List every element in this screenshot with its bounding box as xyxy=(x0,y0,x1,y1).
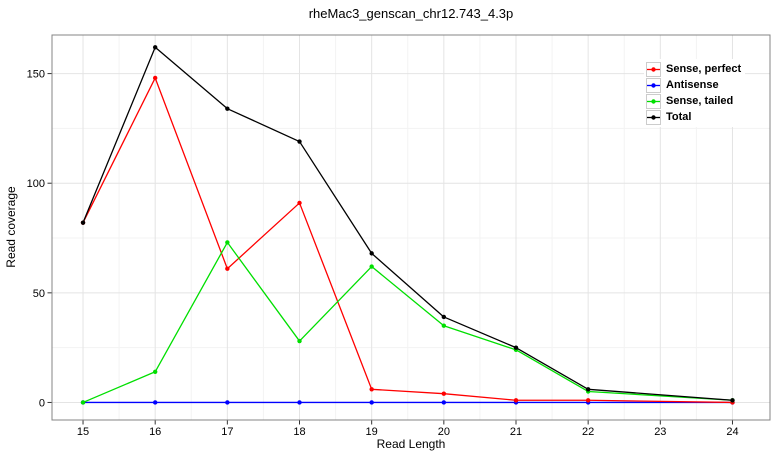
legend-key-swatch xyxy=(646,77,661,93)
x-tick-label: 23 xyxy=(654,426,666,438)
x-tick-label: 18 xyxy=(293,426,305,438)
data-point xyxy=(297,139,302,144)
data-point xyxy=(225,400,230,405)
data-point xyxy=(225,106,230,111)
x-tick-label: 19 xyxy=(366,426,378,438)
legend-label: Sense, perfect xyxy=(666,62,742,75)
data-point xyxy=(441,323,447,328)
data-point xyxy=(297,338,302,344)
legend-label: Antisense xyxy=(666,78,719,91)
data-point xyxy=(585,398,591,403)
legend-item-total: Total xyxy=(646,109,741,125)
chart-title: rheMac3_genscan_chr12.743_4.3p xyxy=(308,6,514,21)
y-tick-label: 50 xyxy=(33,288,45,300)
data-point xyxy=(441,400,447,405)
x-tick-label: 15 xyxy=(77,426,89,438)
legend: Sense, perfect Antisense Sense, tailed Tota… xyxy=(644,59,746,127)
x-tick-label: 17 xyxy=(221,426,233,438)
data-point xyxy=(585,387,591,392)
data-point xyxy=(513,345,519,350)
y-tick-label: 0 xyxy=(39,397,45,409)
y-tick-label: 150 xyxy=(27,69,45,81)
data-point xyxy=(152,75,158,81)
data-point xyxy=(80,400,86,405)
legend-item-sense-tailed: Sense, tailed xyxy=(646,93,741,109)
y-tick-label: 100 xyxy=(27,178,45,190)
legend-key-swatch xyxy=(646,61,661,77)
data-point xyxy=(225,240,230,245)
x-tick-label: 24 xyxy=(726,426,738,438)
data-point xyxy=(369,400,374,405)
x-tick-label: 20 xyxy=(438,426,450,438)
data-point xyxy=(80,220,86,225)
panel-border xyxy=(51,34,771,421)
data-point xyxy=(513,398,519,403)
data-point xyxy=(441,314,447,320)
x-tick-label: 22 xyxy=(582,426,594,438)
data-point xyxy=(152,45,158,50)
legend-item-sense-perfect: Sense, perfect xyxy=(646,61,741,77)
data-point xyxy=(225,266,230,271)
data-point xyxy=(152,400,158,405)
legend-item-antisense: Antisense xyxy=(646,77,741,93)
legend-key-swatch xyxy=(646,93,661,109)
data-point xyxy=(369,251,374,256)
data-point xyxy=(441,391,447,396)
legend-key-swatch xyxy=(646,109,661,125)
legend-label: Total xyxy=(666,110,692,123)
data-point xyxy=(369,264,374,269)
x-tick-label: 16 xyxy=(149,426,161,438)
data-point xyxy=(297,200,302,206)
legend-label: Sense, tailed xyxy=(666,94,734,107)
data-point xyxy=(152,369,158,374)
data-point xyxy=(297,400,302,405)
x-tick-label: 21 xyxy=(510,426,522,438)
data-point xyxy=(369,387,374,392)
x-axis-label: Read Length xyxy=(376,437,446,451)
data-point xyxy=(730,398,735,403)
